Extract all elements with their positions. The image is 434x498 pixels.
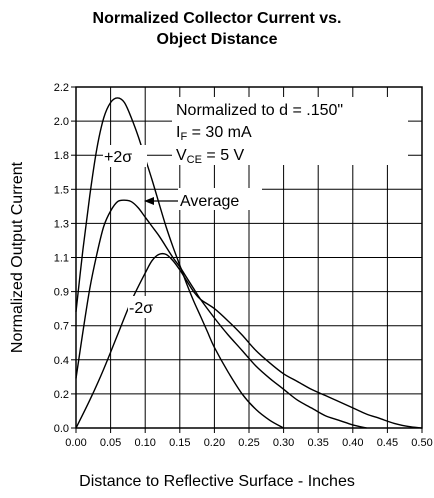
note-line2: IF = 30 mA [176, 124, 252, 143]
grid [76, 87, 422, 428]
average-arrow-head [144, 197, 154, 205]
x-tick-label: 0.40 [342, 437, 363, 449]
x-tick-label: 0.25 [238, 437, 259, 449]
x-tick-label: 0.15 [169, 437, 190, 449]
series-label-average: Average [180, 193, 239, 210]
series-plus2sigma-line [75, 97, 284, 429]
x-tick-labels: 0.00 0.05 0.10 0.15 0.20 0.25 0.30 0.35 0.40 0.45… [65, 428, 433, 449]
y-tick-label: 2.2 [54, 82, 69, 94]
x-axis-label: Distance to Reflective Surface - Inches [79, 473, 355, 490]
series-label-minus2sigma: -2σ [129, 300, 153, 317]
y-tick-label: 0.0 [54, 423, 69, 435]
x-tick-label: 0.05 [100, 437, 121, 449]
y-tick-label: 1.8 [54, 150, 69, 162]
x-tick-label: 0.50 [411, 437, 432, 449]
note-line2-sub: F [180, 131, 187, 143]
x-tick-label: 0.30 [273, 437, 294, 449]
y-tick-label: 0.4 [54, 355, 69, 367]
note-line2-rest: = 30 mA [187, 124, 252, 141]
x-tick-label: 0.45 [377, 437, 398, 449]
series-average-line [75, 199, 367, 429]
x-tick-label: 0.35 [307, 437, 328, 449]
y-tick-label: 2.0 [54, 116, 69, 128]
note-line3-rest: = 5 V [202, 147, 245, 164]
series-label-plus2sigma: +2σ [104, 149, 132, 166]
series-minus2sigma-line [75, 252, 423, 429]
note-line1: Normalized to d = .150" [176, 102, 343, 119]
y-axis-label: Normalized Output Current [9, 161, 26, 353]
y-tick-label: 0.9 [54, 287, 69, 299]
x-tick-label: 0.20 [204, 437, 225, 449]
chart-title-line2: Object Distance [156, 31, 278, 48]
average-label-background [178, 188, 262, 210]
note-line3: VCE = 5 V [176, 147, 245, 166]
y-tick-label: 0.2 [54, 389, 69, 401]
minus-label-background [128, 296, 162, 318]
y-tick-label: 1.3 [54, 218, 69, 230]
note-line3-sub: CE [187, 154, 202, 166]
note-line3-main: V [176, 147, 187, 164]
note-line2-main: I [176, 124, 180, 141]
curves [75, 97, 423, 429]
y-tick-label: 0.7 [54, 321, 69, 333]
x-tick-label: 0.00 [65, 437, 86, 449]
y-tick-label: 1.1 [54, 253, 69, 265]
plus-label-background [103, 145, 147, 167]
y-tick-label: 1.5 [54, 184, 69, 196]
note-background [172, 97, 408, 165]
y-tick-labels: 0.0 0.2 0.4 0.7 0.9 1.1 1.3 1.5 1.8 2.0 2.2 [54, 82, 76, 435]
x-tick-label: 0.10 [134, 437, 155, 449]
chart-title-line1: Normalized Collector Current vs. [92, 10, 342, 27]
